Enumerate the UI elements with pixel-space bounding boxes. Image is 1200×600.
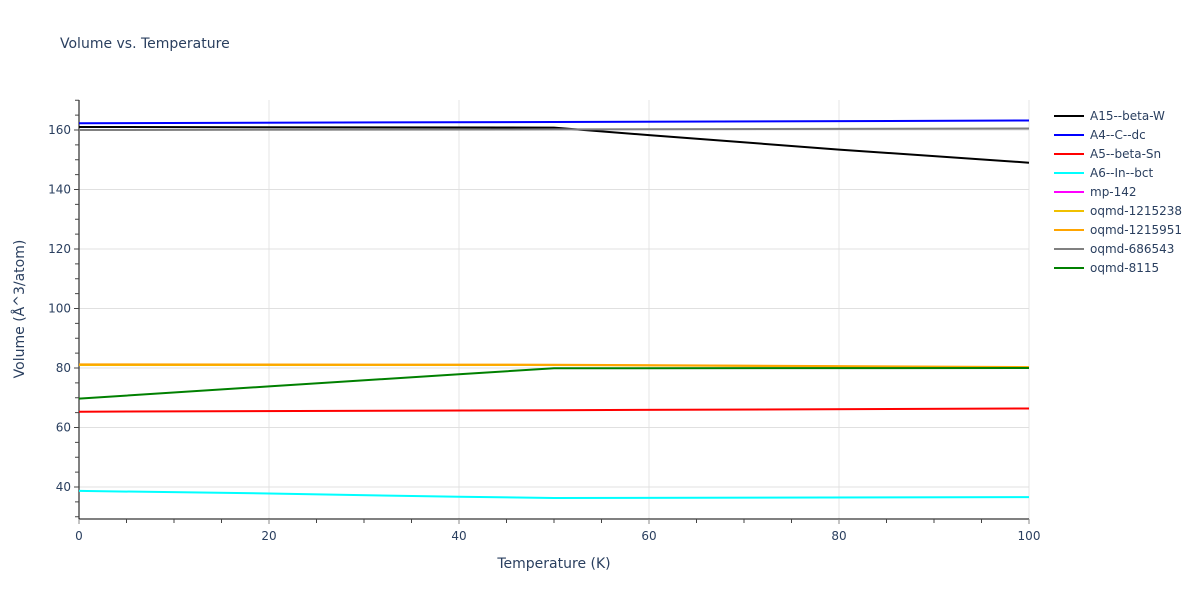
legend-swatch-icon [1054, 133, 1084, 136]
legend-label: oqmd-8115 [1090, 260, 1160, 275]
x-tick-label: 40 [451, 529, 466, 543]
legend-item[interactable]: oqmd-8115 [1054, 258, 1182, 277]
legend-item[interactable]: A5--beta-Sn [1054, 144, 1182, 163]
legend-item[interactable]: mp-142 [1054, 182, 1182, 201]
x-tick-label: 60 [641, 529, 656, 543]
legend-swatch-icon [1054, 247, 1084, 250]
legend-swatch-icon [1054, 152, 1084, 155]
y-tick-label: 40 [56, 480, 71, 494]
legend-label: A5--beta-Sn [1090, 146, 1162, 161]
legend-label: A6--In--bct [1090, 165, 1154, 180]
y-tick-label: 120 [48, 242, 71, 256]
axes: 0 20 40 60 80 100 40 60 80 100 120 140 160 [48, 99, 1041, 543]
gridlines [79, 100, 1030, 519]
legend-label: oqmd-1215951 [1090, 222, 1183, 237]
series-line-A15--beta-W [78, 126, 1030, 164]
series-line-A6--In--bct [78, 489, 1030, 500]
legend-swatch-icon [1054, 266, 1084, 269]
series-line-oqmd-1215951 [78, 363, 1030, 369]
legend-item[interactable]: A6--In--bct [1054, 163, 1182, 182]
series-line-A5--beta-Sn [78, 407, 1030, 413]
legend-item[interactable]: A15--beta-W [1054, 106, 1182, 125]
series-line-A4--C--dc [78, 119, 1030, 125]
legend-item[interactable]: A4--C--dc [1054, 125, 1182, 144]
x-tick-label: 20 [261, 529, 276, 543]
legend-swatch-icon [1054, 114, 1084, 117]
series-lines [78, 119, 1030, 500]
legend-swatch-icon [1054, 171, 1084, 174]
legend-swatch-icon [1054, 228, 1084, 231]
x-tick-label: 80 [831, 529, 846, 543]
legend-swatch-icon [1054, 209, 1084, 212]
legend-label: mp-142 [1090, 184, 1137, 199]
x-tick-label: 0 [75, 529, 83, 543]
y-axis-title: Volume (Å^3/atom) [11, 240, 28, 379]
legend-label: oqmd-1215238 [1090, 203, 1183, 218]
x-axis-title: Temperature (K) [496, 556, 610, 572]
chart-title: Volume vs. Temperature [60, 36, 230, 52]
y-tick-label: 140 [48, 183, 71, 197]
legend-item[interactable]: oqmd-1215951 [1054, 220, 1182, 239]
series-line-oqmd-8115 [78, 367, 1030, 400]
legend: A15--beta-W A4--C--dc A5--beta-Sn A6--In--b… [1054, 106, 1182, 277]
legend-item[interactable]: oqmd-686543 [1054, 239, 1182, 258]
y-tick-label: 60 [56, 421, 71, 435]
y-tick-label: 160 [48, 123, 71, 137]
series-line-oqmd-686543 [78, 127, 1030, 131]
y-tick-label: 100 [48, 302, 71, 316]
legend-item[interactable]: oqmd-1215238 [1054, 201, 1182, 220]
x-tick-label: 100 [1018, 529, 1041, 543]
legend-label: A4--C--dc [1090, 127, 1146, 142]
legend-label: A15--beta-W [1090, 108, 1165, 123]
legend-swatch-icon [1054, 190, 1084, 193]
legend-label: oqmd-686543 [1090, 241, 1175, 256]
y-tick-label: 80 [56, 361, 71, 375]
